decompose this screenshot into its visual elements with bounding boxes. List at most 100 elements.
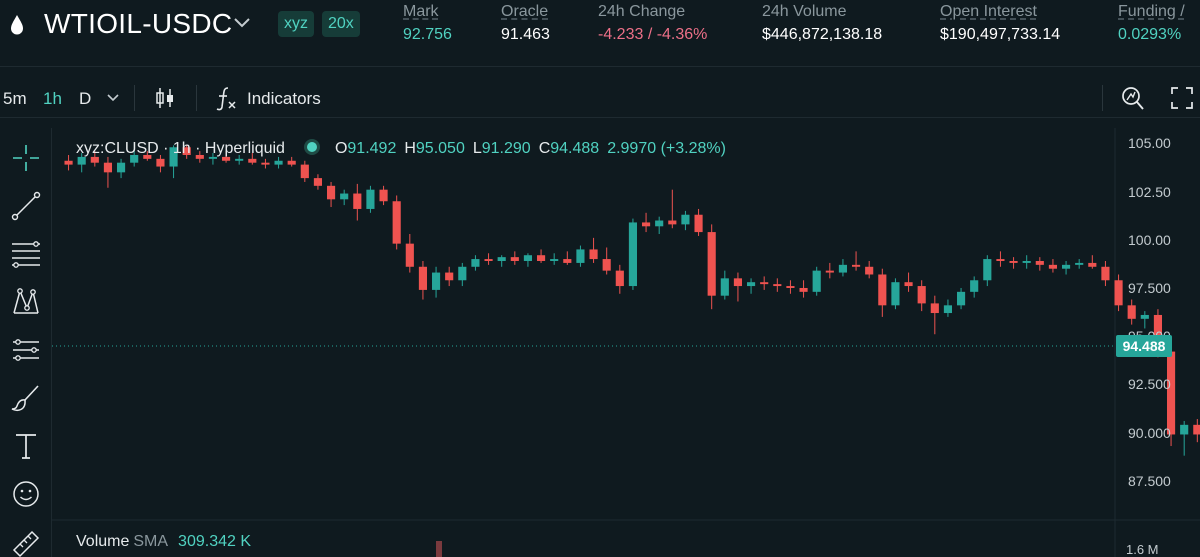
price-tick-label: 87.500: [1128, 472, 1171, 489]
legend-symbol[interactable]: xyz:CLUSD · 1h · Hyperliquid: [76, 140, 285, 157]
function-icon[interactable]: [214, 85, 238, 111]
candle: [733, 272, 743, 302]
candle: [655, 216, 664, 235]
candle-body: [550, 259, 559, 261]
prediction-icon[interactable]: [10, 334, 42, 366]
market-status-dot: [306, 142, 317, 152]
candle-body: [274, 160, 283, 165]
fullscreen-icon[interactable]: [1170, 86, 1194, 110]
candle-body: [77, 156, 86, 165]
candle-body: [300, 164, 309, 179]
high-key: H: [404, 140, 416, 157]
drawing-toolbar: [0, 128, 52, 557]
candle: [865, 260, 874, 279]
candle: [1022, 255, 1031, 269]
dex-badge: xyz: [278, 11, 314, 37]
candle: [1101, 260, 1110, 287]
candle: [1166, 345, 1176, 447]
ruler-icon[interactable]: [10, 528, 42, 557]
stat-value: 0.0293%: [1118, 26, 1182, 43]
text-icon[interactable]: [10, 430, 42, 462]
candle-body: [786, 286, 795, 288]
stat-value: -4.233 / -4.36%: [598, 26, 708, 43]
candle-body: [484, 259, 493, 261]
candle-body: [1127, 305, 1136, 319]
timeframe-5m[interactable]: 5m: [3, 89, 27, 108]
candle: [668, 189, 677, 229]
open-key: O: [334, 140, 348, 157]
candle: [392, 195, 401, 250]
candle-body: [103, 162, 113, 173]
candle-body: [1009, 260, 1018, 263]
last-price-tag: 94.488: [1116, 335, 1172, 358]
trend-line-icon[interactable]: [10, 190, 42, 222]
candle: [418, 260, 428, 300]
stat-funding: Funding / 0.0293%: [1118, 3, 1185, 44]
emoji-icon[interactable]: [10, 478, 42, 510]
candle: [1061, 260, 1071, 275]
toolbar-divider: [196, 85, 197, 111]
stat-label: Funding /: [1118, 3, 1185, 20]
chevron-down-icon[interactable]: [106, 93, 120, 103]
candle-body: [248, 158, 257, 163]
candle-body: [366, 189, 375, 209]
candle-body: [287, 160, 296, 165]
candle-body: [799, 287, 808, 292]
price-tick-label: 100.00: [1128, 231, 1171, 248]
candle: [431, 266, 441, 298]
candle: [707, 224, 716, 310]
candle-body: [130, 154, 139, 163]
leverage-badge[interactable]: 20x: [322, 11, 360, 37]
candle-body: [143, 154, 152, 159]
candle-body: [681, 214, 690, 225]
price-tick-label: 92.500: [1128, 376, 1171, 393]
zoom-icon[interactable]: [1120, 84, 1146, 112]
candle-body: [445, 272, 454, 281]
volume-sma-label: SMA: [133, 533, 169, 550]
market-header: WTIOIL-USDC xyz 20x Mark 92.756 Oracle 9…: [0, 0, 1200, 67]
candle: [1114, 274, 1123, 312]
candle: [235, 154, 244, 165]
candle-body: [169, 147, 178, 167]
crosshair-icon[interactable]: [10, 142, 42, 174]
market-symbol[interactable]: WTIOIL-USDC: [44, 8, 233, 39]
candle: [445, 266, 454, 287]
candle-body: [1166, 351, 1176, 435]
candle: [182, 145, 191, 159]
stat-label: 24h Change: [598, 3, 686, 20]
candle-body: [523, 255, 533, 261]
volume-axis-label: 1.6 M: [1126, 542, 1159, 557]
candle-body: [655, 220, 664, 227]
candle-body: [563, 259, 572, 263]
candle: [878, 268, 887, 317]
indicators-button[interactable]: Indicators: [247, 89, 321, 108]
timeframe-1h[interactable]: 1h: [43, 89, 62, 108]
candle: [773, 278, 782, 292]
candle-body: [353, 193, 362, 209]
candle: [143, 151, 152, 161]
candle-body: [1022, 260, 1031, 263]
candle: [786, 280, 795, 294]
price-chart[interactable]: xyz:CLUSD · 1h · Hyperliquid O91.492 H95.0…: [52, 128, 1200, 557]
candle-body: [602, 259, 611, 271]
candle: [1048, 259, 1058, 273]
candle: [1127, 299, 1136, 325]
candle-body: [956, 291, 966, 306]
volume-label: Volume: [76, 533, 130, 550]
fib-retracement-icon[interactable]: [10, 238, 42, 270]
candle-body: [418, 266, 428, 290]
candle-body: [64, 160, 73, 165]
pattern-icon[interactable]: [10, 286, 42, 318]
candle: [116, 158, 126, 179]
brush-icon[interactable]: [10, 382, 42, 414]
candle-body: [208, 156, 218, 159]
candlestick-type-icon[interactable]: [154, 86, 176, 110]
candlestick-plot[interactable]: [52, 128, 1200, 557]
timeframe-d[interactable]: D: [79, 89, 92, 108]
candle: [1009, 257, 1018, 269]
price-tick-label: 90.000: [1128, 424, 1171, 441]
price-tick-label: 105.00: [1128, 135, 1171, 152]
candle-body: [825, 270, 834, 273]
chevron-down-icon[interactable]: [233, 16, 251, 30]
candle: [812, 266, 821, 296]
